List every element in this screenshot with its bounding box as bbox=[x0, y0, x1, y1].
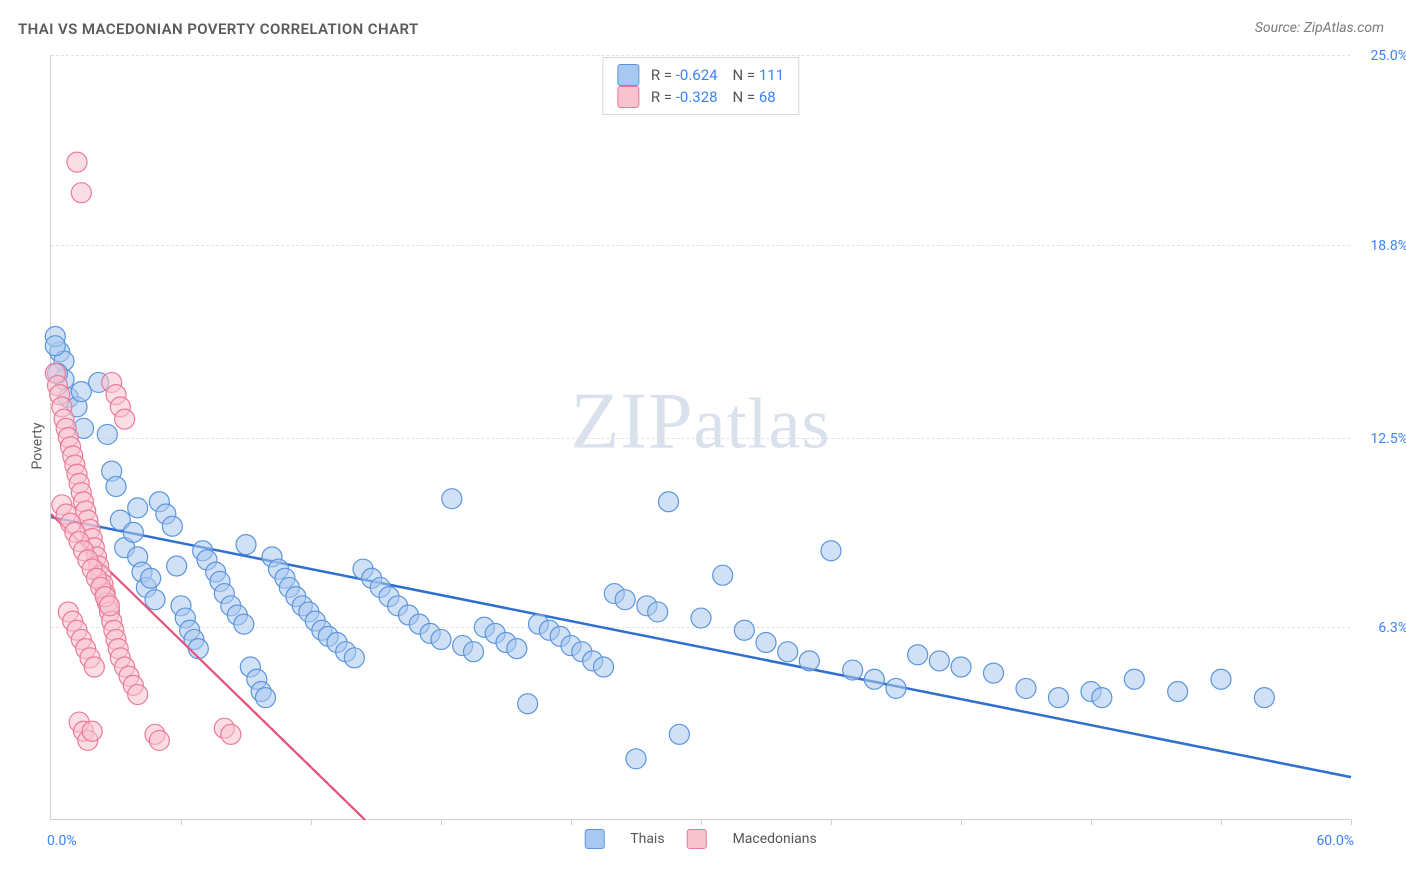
scatter-point bbox=[648, 602, 668, 622]
series-legend: Thais Macedonians bbox=[584, 829, 817, 849]
scatter-point bbox=[799, 651, 819, 671]
scatter-point bbox=[442, 489, 462, 509]
legend-swatch-thais bbox=[584, 829, 604, 849]
y-axis-label: Poverty bbox=[30, 422, 46, 469]
scatter-point bbox=[864, 669, 884, 689]
scatter-point bbox=[507, 639, 527, 659]
x-tick bbox=[1091, 819, 1092, 825]
scatter-point bbox=[106, 476, 126, 496]
scatter-point bbox=[188, 639, 208, 659]
scatter-point bbox=[1124, 669, 1144, 689]
x-tick bbox=[181, 819, 182, 825]
scatter-point bbox=[1254, 688, 1274, 708]
trend-line bbox=[51, 517, 1351, 777]
scatter-point bbox=[234, 614, 254, 634]
x-tick bbox=[1351, 819, 1352, 825]
scatter-point bbox=[71, 183, 91, 203]
legend-label-macedonians: Macedonians bbox=[733, 831, 817, 847]
scatter-point bbox=[1092, 688, 1112, 708]
chart-title: THAI VS MACEDONIAN POVERTY CORRELATION C… bbox=[18, 20, 419, 38]
scatter-point bbox=[1016, 678, 1036, 698]
scatter-point bbox=[145, 590, 165, 610]
scatter-point bbox=[1211, 669, 1231, 689]
x-tick bbox=[701, 819, 702, 825]
scatter-point bbox=[464, 642, 484, 662]
scatter-point bbox=[669, 724, 689, 744]
scatter-point bbox=[431, 629, 451, 649]
scatter-point bbox=[734, 620, 754, 640]
scatter-point bbox=[236, 535, 256, 555]
scatter-point bbox=[344, 648, 364, 668]
scatter-point bbox=[659, 492, 679, 512]
scatter-point bbox=[82, 721, 102, 741]
scatter-point bbox=[929, 651, 949, 671]
scatter-point bbox=[221, 724, 241, 744]
scatter-point bbox=[908, 645, 928, 665]
x-tick bbox=[961, 819, 962, 825]
scatter-point bbox=[626, 749, 646, 769]
scatter-point bbox=[984, 663, 1004, 683]
x-tick bbox=[571, 819, 572, 825]
scatter-point bbox=[1049, 688, 1069, 708]
scatter-point bbox=[843, 660, 863, 680]
scatter-point bbox=[167, 556, 187, 576]
scatter-point bbox=[162, 516, 182, 536]
scatter-point bbox=[951, 657, 971, 677]
scatter-point bbox=[123, 522, 143, 542]
scatter-point bbox=[141, 568, 161, 588]
scatter-point bbox=[756, 633, 776, 653]
y-tick-label: 18.8% bbox=[1358, 238, 1406, 254]
scatter-point bbox=[67, 152, 87, 172]
scatter-point bbox=[97, 424, 117, 444]
source-label: Source: ZipAtlas.com bbox=[1255, 20, 1384, 36]
x-tick bbox=[311, 819, 312, 825]
scatter-point bbox=[100, 596, 120, 616]
scatter-point bbox=[256, 688, 276, 708]
scatter-point bbox=[691, 608, 711, 628]
scatter-point bbox=[713, 565, 733, 585]
scatter-point bbox=[128, 685, 148, 705]
scatter-point bbox=[518, 694, 538, 714]
x-tick bbox=[1221, 819, 1222, 825]
x-axis-max-label: 60.0% bbox=[1316, 833, 1354, 849]
scatter-point bbox=[615, 590, 635, 610]
scatter-point bbox=[886, 678, 906, 698]
x-axis-min-label: 0.0% bbox=[47, 833, 77, 849]
y-tick-label: 12.5% bbox=[1358, 431, 1406, 447]
plot-svg bbox=[51, 55, 1350, 819]
legend-label-thais: Thais bbox=[630, 831, 664, 847]
plot-area: ZIPatlas 6.3%12.5%18.8%25.0% 0.0% 60.0% … bbox=[50, 55, 1350, 820]
chart-container: THAI VS MACEDONIAN POVERTY CORRELATION C… bbox=[0, 0, 1406, 892]
x-tick bbox=[441, 819, 442, 825]
x-tick bbox=[831, 819, 832, 825]
scatter-point bbox=[1168, 681, 1188, 701]
y-tick-label: 6.3% bbox=[1358, 620, 1406, 636]
scatter-point bbox=[149, 730, 169, 750]
scatter-point bbox=[594, 657, 614, 677]
scatter-point bbox=[84, 657, 104, 677]
y-tick-label: 25.0% bbox=[1358, 48, 1406, 64]
scatter-point bbox=[821, 541, 841, 561]
scatter-point bbox=[128, 498, 148, 518]
legend-swatch-macedonians bbox=[687, 829, 707, 849]
scatter-point bbox=[45, 336, 65, 356]
scatter-point bbox=[778, 642, 798, 662]
scatter-point bbox=[115, 409, 135, 429]
